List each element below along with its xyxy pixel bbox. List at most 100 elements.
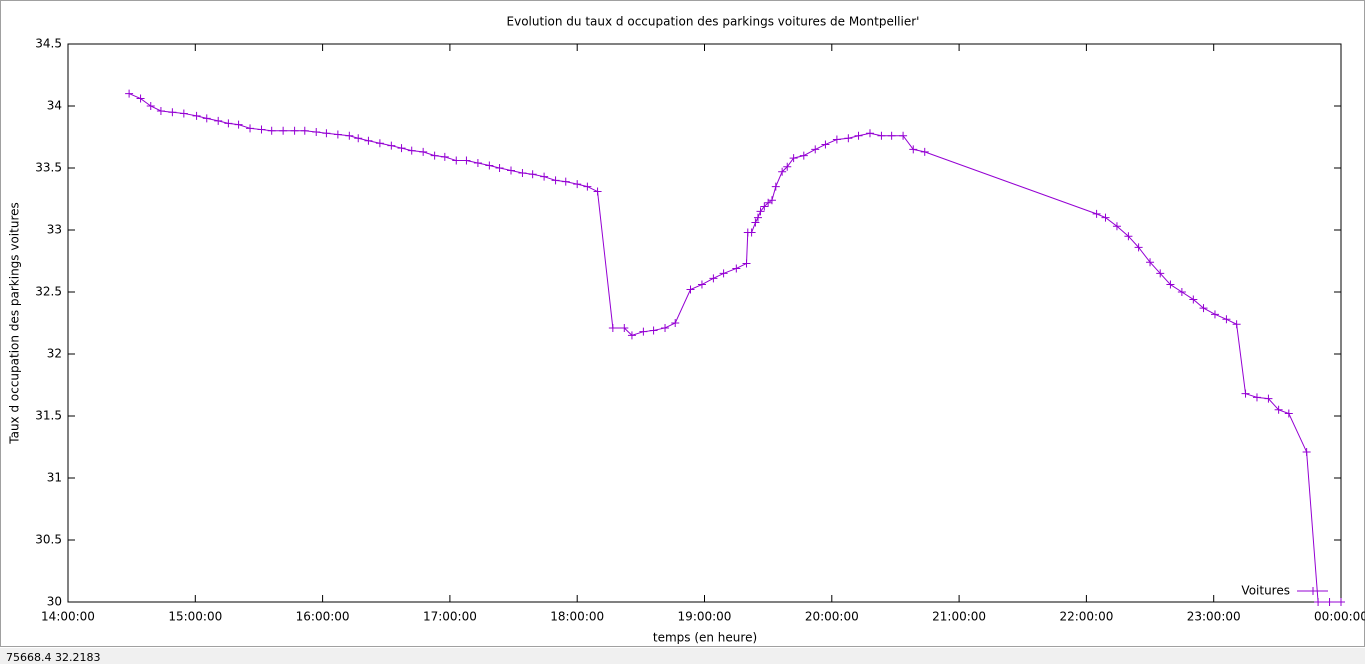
data-point — [551, 176, 560, 185]
data-point — [518, 168, 527, 177]
data-point — [1134, 243, 1143, 252]
data-point — [920, 147, 929, 156]
data-point — [620, 323, 629, 332]
data-point — [832, 135, 841, 144]
data-point — [887, 131, 896, 140]
x-tick-label: 19:00:00 — [678, 610, 732, 624]
data-point — [1232, 320, 1241, 329]
data-point — [345, 131, 354, 140]
data-point — [354, 134, 363, 143]
data-point — [364, 136, 373, 145]
y-tick-label: 32.5 — [35, 285, 62, 299]
data-point — [495, 164, 504, 172]
data-point — [1252, 393, 1261, 402]
y-tick-label: 34 — [47, 99, 62, 113]
data-point — [156, 106, 165, 115]
data-point — [709, 274, 718, 283]
data-point — [593, 187, 602, 196]
data-point — [290, 126, 299, 135]
data-point — [649, 326, 658, 335]
data-point — [789, 154, 798, 163]
data-point — [202, 114, 211, 123]
x-tick-label: 21:00:00 — [932, 610, 986, 624]
data-point — [485, 161, 494, 170]
data-point — [1199, 304, 1208, 313]
data-point — [300, 126, 309, 135]
data-point — [1101, 213, 1110, 222]
data-point — [136, 94, 145, 103]
x-tick-label: 17:00:00 — [423, 610, 477, 624]
x-tick-label: 00:00:00 — [1314, 610, 1365, 624]
data-point — [821, 140, 830, 149]
x-tick-label: 15:00:00 — [168, 610, 222, 624]
data-point — [1189, 295, 1198, 304]
data-point — [375, 139, 384, 148]
data-point — [756, 207, 765, 216]
data-point — [224, 119, 233, 128]
data-point — [844, 134, 853, 143]
data-point — [540, 172, 549, 181]
y-tick-label: 30.5 — [35, 533, 62, 547]
data-point — [854, 131, 863, 140]
window-frame — [0, 0, 1365, 647]
y-tick-label: 33.5 — [35, 161, 62, 175]
data-point — [1166, 280, 1175, 289]
data-point — [1325, 598, 1334, 606]
data-point — [1156, 269, 1165, 278]
data-point — [267, 126, 276, 135]
data-point — [322, 129, 331, 138]
data-point — [909, 145, 918, 154]
data-point — [639, 327, 648, 336]
legend-swatch-marker — [1309, 587, 1317, 595]
data-point — [387, 141, 396, 150]
data-point — [1314, 598, 1323, 606]
x-axis-label: temps (en heure) — [653, 631, 757, 645]
data-point — [179, 109, 188, 118]
data-point — [528, 170, 537, 179]
data-point — [1284, 409, 1293, 418]
data-point — [686, 285, 695, 294]
legend-label: Voitures — [1241, 584, 1290, 598]
data-point — [507, 166, 516, 175]
data-point — [168, 108, 177, 117]
data-point — [742, 259, 751, 268]
chart-title: Evolution du taux d occupation des parki… — [507, 15, 920, 29]
data-point — [583, 182, 592, 191]
data-point — [407, 146, 416, 155]
y-tick-label: 31.5 — [35, 409, 62, 423]
data-point — [146, 102, 155, 110]
data-point — [125, 89, 134, 98]
data-point — [1337, 598, 1345, 606]
data-point — [214, 116, 223, 125]
data-point — [1124, 232, 1133, 241]
data-point — [1210, 310, 1219, 319]
data-point — [419, 147, 428, 156]
data-point — [312, 128, 321, 137]
data-point — [771, 182, 780, 191]
data-point — [192, 111, 201, 120]
data-point — [1264, 394, 1273, 403]
data-point — [608, 323, 617, 332]
data-point — [719, 269, 728, 278]
data-point — [799, 151, 808, 160]
x-tick-label: 23:00:00 — [1187, 610, 1241, 624]
data-point — [751, 218, 760, 227]
data-point — [767, 196, 776, 205]
data-point — [279, 126, 288, 135]
x-tick-label: 22:00:00 — [1059, 610, 1113, 624]
data-point — [257, 125, 266, 134]
data-point — [661, 323, 670, 332]
data-point — [753, 213, 762, 222]
data-point — [430, 151, 439, 160]
data-point — [671, 319, 680, 327]
data-point — [697, 280, 706, 289]
data-point — [877, 131, 886, 140]
x-tick-label: 20:00:00 — [805, 610, 859, 624]
y-tick-label: 33 — [47, 223, 62, 237]
data-point — [783, 162, 792, 171]
data-point — [473, 159, 482, 168]
status-bar — [0, 648, 1365, 664]
data-point — [573, 180, 582, 189]
x-tick-label: 14:00:00 — [41, 610, 95, 624]
